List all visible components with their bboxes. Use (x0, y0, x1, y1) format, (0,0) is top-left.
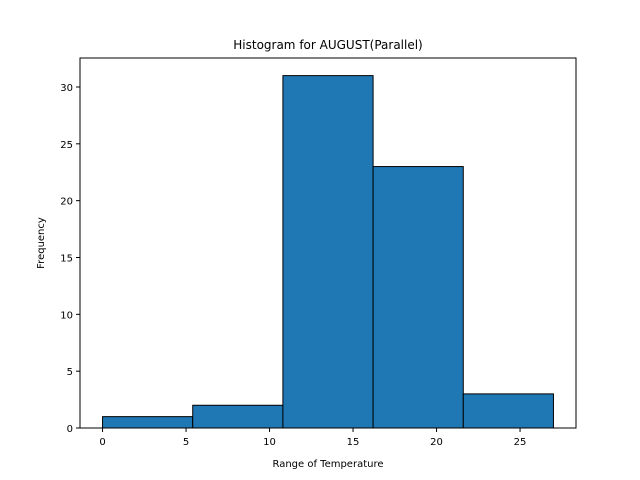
x-tick-label-2: 10 (263, 437, 276, 448)
chart-title: Histogram for AUGUST(Parallel) (233, 38, 423, 52)
y-tick-label-0: 0 (67, 424, 73, 435)
y-tick-label-5: 25 (60, 140, 73, 151)
histogram-bar-2 (282, 75, 374, 429)
y-tick-label-6: 30 (60, 83, 73, 94)
y-tick-label-1: 5 (67, 367, 73, 378)
y-axis-label: Frequency (36, 217, 47, 269)
y-tick-label-2: 10 (60, 310, 73, 321)
histogram-bar-3 (372, 166, 464, 429)
histogram-bar-4 (462, 393, 554, 429)
bars-layer (102, 75, 554, 429)
y-tick-label-4: 20 (60, 197, 73, 208)
y-axis-ticks: 0 5 10 15 20 25 30 (60, 83, 80, 435)
x-tick-label-5: 25 (514, 437, 527, 448)
x-tick-label-3: 15 (347, 437, 360, 448)
plot-frame (79, 57, 577, 429)
histogram-bar-1 (192, 404, 284, 429)
x-tick-label-4: 20 (430, 437, 443, 448)
x-axis-ticks: 0 5 10 15 20 25 (99, 428, 526, 448)
y-tick-label-3: 15 (60, 253, 73, 264)
x-tick-label-1: 5 (183, 437, 189, 448)
x-axis-label: Range of Temperature (272, 459, 383, 470)
x-tick-label-0: 0 (99, 437, 105, 448)
histogram-bar-0 (102, 416, 194, 429)
